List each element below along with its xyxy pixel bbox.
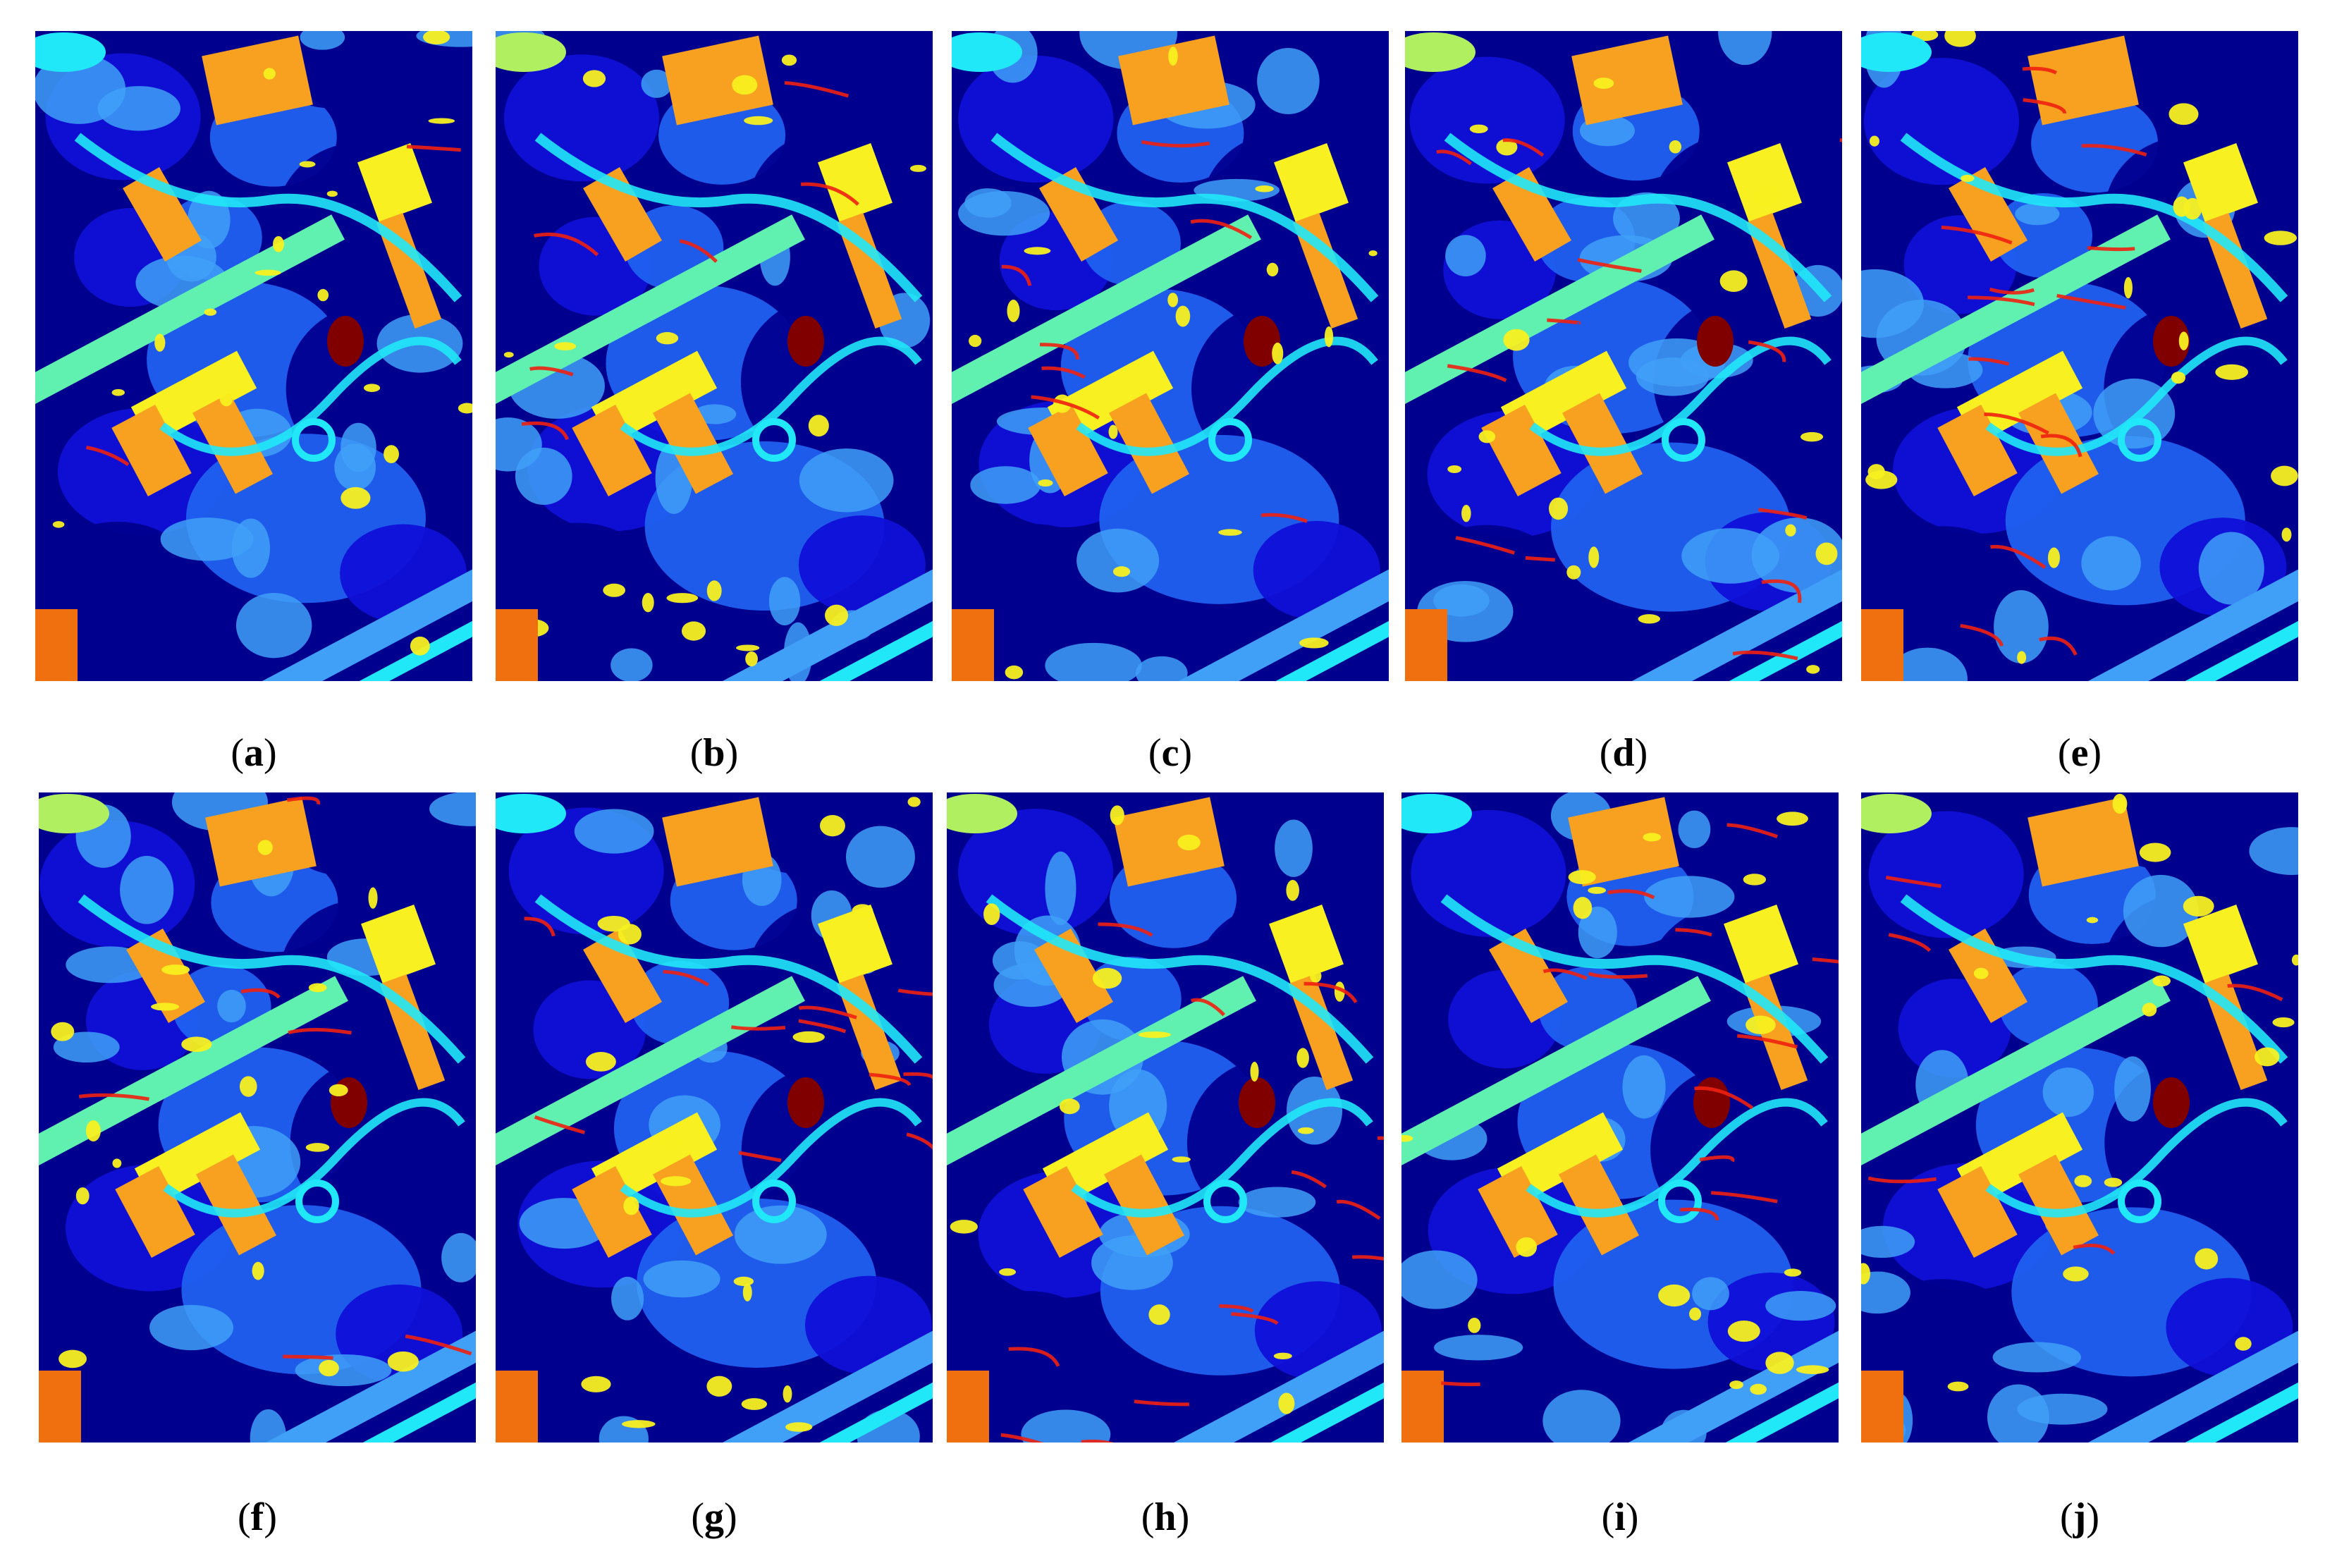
classification-map-image <box>35 31 472 681</box>
classification-map-image <box>1861 792 2298 1443</box>
caption-a: (a) <box>231 731 277 775</box>
classification-map-image <box>1401 792 1839 1443</box>
classification-map-f <box>39 792 476 1443</box>
caption-b: (b) <box>689 731 739 775</box>
classification-map-d <box>1405 31 1842 681</box>
classification-map-image <box>1861 31 2298 681</box>
classification-map-h <box>947 792 1384 1443</box>
caption-g: (g) <box>691 1495 737 1539</box>
caption-c: (c) <box>1148 731 1193 775</box>
caption-e: (e) <box>2057 731 2102 775</box>
classification-map-image <box>947 792 1384 1443</box>
classification-map-c <box>952 31 1389 681</box>
classification-map-image <box>1405 31 1842 681</box>
caption-i: (i) <box>1601 1495 1639 1539</box>
caption-h: (h) <box>1141 1495 1190 1539</box>
classification-map-image <box>39 792 476 1443</box>
caption-d: (d) <box>1599 731 1648 775</box>
classification-map-g <box>496 792 933 1443</box>
caption-f: (f) <box>238 1495 277 1539</box>
classification-map-i <box>1401 792 1839 1443</box>
classification-map-j <box>1861 792 2298 1443</box>
classification-map-image <box>496 792 933 1443</box>
caption-j: (j) <box>2060 1495 2099 1539</box>
classification-map-a <box>35 31 472 681</box>
classification-map-b <box>496 31 933 681</box>
classification-map-e <box>1861 31 2298 681</box>
classification-map-image <box>952 31 1389 681</box>
classification-map-image <box>496 31 933 681</box>
